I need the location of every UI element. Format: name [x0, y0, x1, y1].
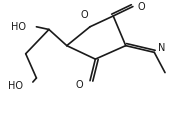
Text: O: O — [138, 2, 146, 12]
Text: HO: HO — [8, 81, 23, 91]
Text: O: O — [75, 80, 83, 90]
Text: HO: HO — [11, 22, 26, 32]
Text: O: O — [81, 10, 88, 20]
Text: N: N — [158, 43, 165, 53]
